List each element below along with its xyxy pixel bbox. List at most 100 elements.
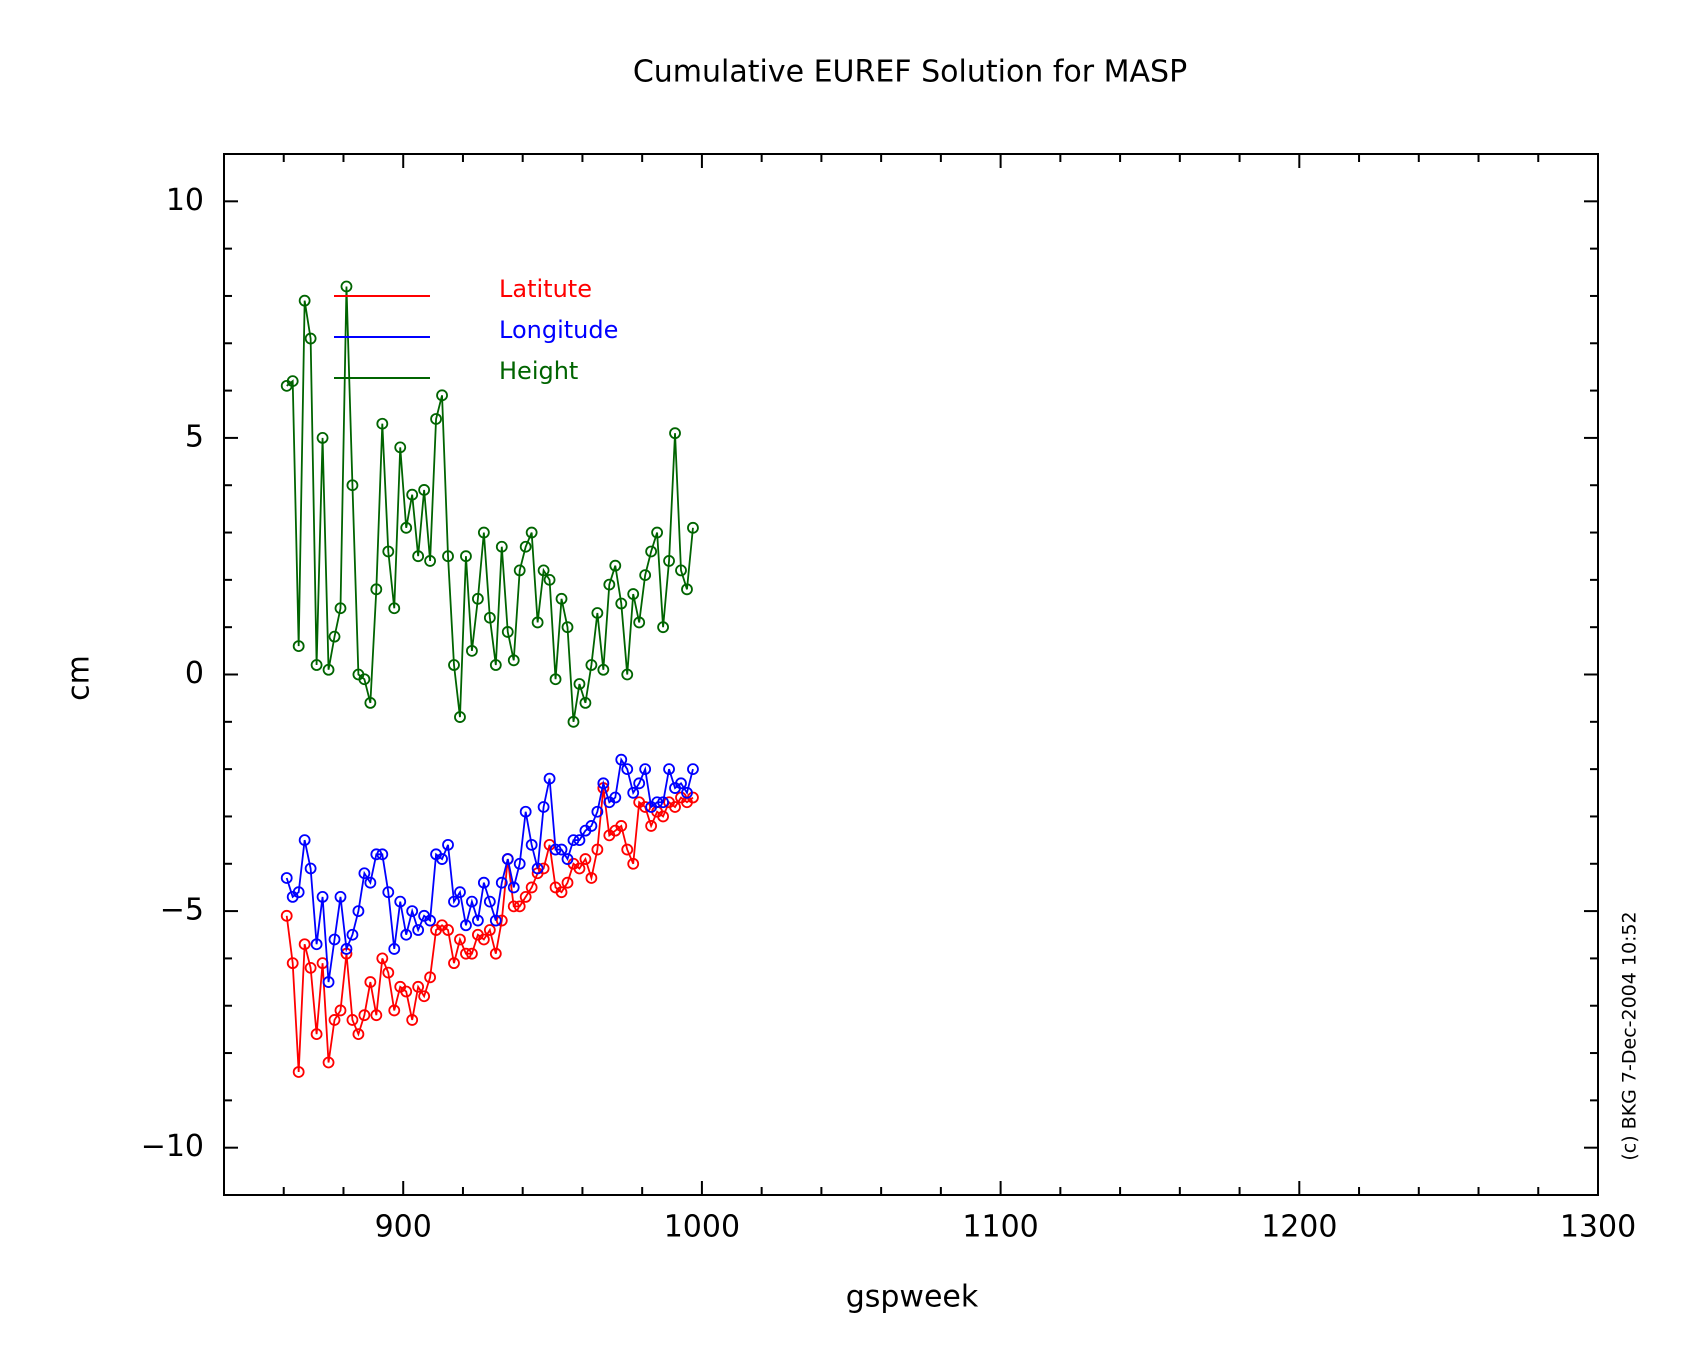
point-marker — [657, 796, 669, 809]
point-marker — [495, 914, 508, 927]
point-marker — [621, 843, 634, 856]
point-marker — [382, 545, 395, 558]
legend-label: Latitute — [499, 275, 592, 303]
point-marker — [675, 564, 687, 577]
point-marker — [573, 834, 586, 847]
x-tick-label: 1100 — [962, 1210, 1038, 1245]
point-marker — [460, 550, 472, 563]
point-marker — [507, 654, 520, 667]
chart-title: Cumulative EUREF Solution for MASP — [633, 55, 1187, 90]
point-marker — [412, 980, 425, 993]
point-marker — [382, 886, 395, 899]
point-marker — [436, 389, 448, 402]
point-marker — [298, 294, 311, 307]
point-marker — [537, 801, 550, 813]
y-tick-label: −5 — [160, 893, 204, 928]
point-marker — [406, 905, 419, 917]
point-marker — [687, 521, 699, 534]
point-marker — [495, 876, 508, 889]
point-marker — [501, 626, 514, 638]
point-marker — [352, 1028, 365, 1041]
point-marker — [454, 886, 466, 899]
point-marker — [675, 777, 687, 790]
point-marker — [400, 521, 413, 534]
point-marker — [466, 895, 478, 908]
point-marker — [681, 583, 693, 596]
point-marker — [346, 1014, 359, 1026]
point-marker — [555, 886, 568, 899]
point-marker — [418, 990, 431, 1003]
point-marker — [657, 810, 669, 823]
point-marker — [579, 853, 592, 865]
point-marker — [448, 957, 460, 970]
point-marker — [316, 432, 329, 444]
point-marker — [334, 1004, 347, 1017]
point-marker — [639, 801, 652, 813]
point-marker — [495, 540, 508, 553]
point-marker — [340, 943, 353, 955]
legend-label: Longitude — [499, 316, 618, 344]
point-marker — [609, 791, 622, 804]
point-marker — [442, 924, 454, 936]
point-marker — [358, 1009, 371, 1022]
point-marker — [579, 696, 592, 709]
point-marker — [483, 924, 496, 936]
point-marker — [507, 900, 520, 913]
point-marker — [400, 985, 413, 998]
point-marker — [477, 526, 490, 539]
point-marker — [358, 867, 371, 880]
series-line — [285, 787, 694, 1073]
point-marker — [466, 644, 478, 657]
point-marker — [334, 602, 347, 615]
point-marker — [310, 1028, 323, 1041]
point-marker — [537, 564, 550, 577]
point-marker — [328, 933, 341, 946]
point-marker — [615, 597, 628, 610]
point-marker — [615, 820, 628, 832]
point-marker — [304, 862, 317, 875]
x-axis-label: gspweek — [846, 1280, 979, 1315]
point-marker — [316, 890, 329, 903]
point-marker — [639, 569, 652, 582]
y-tick-label: 5 — [185, 419, 204, 454]
point-marker — [292, 886, 305, 899]
series-line — [285, 757, 694, 983]
x-tick-label: 900 — [375, 1210, 432, 1245]
point-marker — [442, 550, 454, 563]
point-marker — [669, 801, 681, 813]
point-marker — [519, 805, 532, 818]
point-marker — [549, 843, 562, 856]
point-marker — [597, 663, 610, 676]
y-axis-label: cm — [62, 655, 97, 701]
point-marker — [549, 673, 562, 686]
annotation: (c) BKG 7-Dec-2004 10:52 — [1619, 911, 1641, 1160]
point-marker — [645, 545, 658, 558]
point-marker — [322, 976, 335, 988]
point-marker — [370, 583, 383, 596]
point-marker — [519, 890, 532, 903]
point-marker — [591, 607, 604, 619]
series-line — [286, 286, 694, 722]
point-marker — [513, 900, 526, 913]
point-marker — [298, 938, 311, 951]
point-marker — [364, 976, 377, 988]
point-marker — [412, 550, 425, 563]
point-marker — [531, 862, 544, 875]
point-marker — [388, 1004, 401, 1017]
point-marker — [513, 857, 526, 870]
point-marker — [489, 659, 502, 671]
point-marker — [585, 872, 598, 884]
legend-label: Height — [499, 357, 578, 385]
point-marker — [591, 843, 604, 856]
point-marker — [406, 488, 419, 501]
point-marker — [460, 919, 472, 932]
point-marker — [280, 909, 293, 922]
point-marker — [406, 1014, 419, 1026]
point-marker — [663, 763, 675, 776]
point-marker — [669, 427, 681, 440]
point-marker — [286, 957, 299, 970]
point-marker — [591, 805, 604, 818]
point-marker — [627, 857, 640, 870]
point-marker — [292, 1066, 305, 1078]
